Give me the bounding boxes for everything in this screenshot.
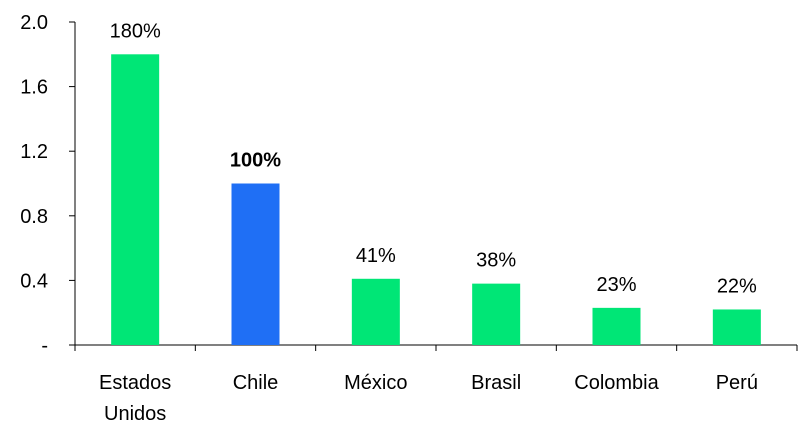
category-label: México bbox=[344, 372, 407, 394]
x-ticks bbox=[74, 345, 798, 351]
bar bbox=[111, 54, 160, 346]
data-label: 100% bbox=[230, 150, 281, 172]
y-tick-label: 0.4 bbox=[20, 270, 48, 292]
category-label: Perú bbox=[716, 372, 758, 394]
y-tick-label: 0.8 bbox=[20, 206, 48, 228]
category-label: Colombia bbox=[574, 372, 659, 394]
data-labels: 180% 100% 41% 38% 23% 22% bbox=[110, 20, 757, 297]
data-label: 22% bbox=[717, 275, 757, 297]
bar bbox=[712, 309, 761, 345]
bar bbox=[351, 278, 400, 345]
bar bbox=[592, 307, 641, 345]
data-label: 180% bbox=[110, 20, 161, 42]
y-ticks: - 0.4 0.8 1.2 1.6 2.0 bbox=[20, 12, 75, 357]
data-label: 23% bbox=[596, 274, 636, 296]
category-label: Estados Unidos bbox=[99, 372, 171, 423]
category-label: Chile bbox=[233, 372, 279, 394]
data-label: 38% bbox=[476, 250, 516, 272]
bar bbox=[231, 183, 280, 345]
y-tick-label: 2.0 bbox=[20, 12, 48, 34]
y-tick-label: 1.2 bbox=[20, 141, 48, 163]
category-labels: Estados Unidos Chile México Brasil Colombia Pe… bbox=[99, 372, 758, 423]
bar bbox=[472, 283, 521, 345]
category-label: Brasil bbox=[471, 372, 521, 394]
bars bbox=[111, 54, 761, 346]
y-tick-label: - bbox=[41, 335, 48, 357]
y-tick-label: 1.6 bbox=[20, 77, 48, 99]
data-label: 41% bbox=[356, 245, 396, 267]
